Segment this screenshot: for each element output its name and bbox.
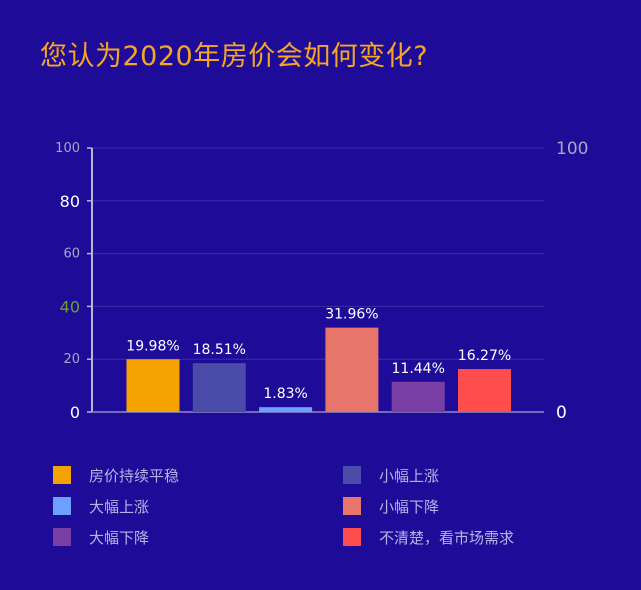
legend-swatch xyxy=(343,528,361,546)
bar xyxy=(259,407,313,412)
y-tick-label: 80 xyxy=(60,192,80,211)
right-axis-ticks: 0 100 xyxy=(556,139,588,423)
bar xyxy=(391,381,445,412)
bar xyxy=(192,363,246,412)
y-tick-label: 100 xyxy=(55,141,80,156)
legend-swatch xyxy=(343,497,361,515)
legend: 房价持续平稳 小幅上涨大幅上涨 小幅下降大幅下降 不清楚，看市场需求 xyxy=(53,460,613,560)
y-tick-label: 60 xyxy=(63,247,80,262)
legend-item: 小幅上涨 xyxy=(343,460,439,490)
legend-item: 不清楚，看市场需求 xyxy=(343,522,514,552)
bars xyxy=(126,327,511,412)
bar xyxy=(458,369,511,412)
data-label: 31.96% xyxy=(325,307,378,323)
legend-swatch xyxy=(343,466,361,484)
data-label: 19.98% xyxy=(126,338,179,354)
legend-item: 大幅上涨 xyxy=(53,491,149,521)
legend-label: 小幅下降 xyxy=(379,497,440,516)
chart-title: 您认为2020年房价会如何变化? xyxy=(40,41,429,72)
y-axis-ticks: 0 20 40 60 80 100 xyxy=(55,141,92,422)
bar-chart: 0 20 40 60 80 100 0 100 19.98% 18.51% 1.83% 31.96… xyxy=(55,139,588,423)
legend-label: 小幅上涨 xyxy=(379,466,440,485)
legend-label: 大幅下降 xyxy=(89,528,150,547)
y-tick-label: 40 xyxy=(60,297,80,316)
legend-label: 不清楚，看市场需求 xyxy=(379,528,515,547)
data-label: 16.27% xyxy=(458,348,511,364)
bar xyxy=(325,327,379,412)
data-label: 18.51% xyxy=(193,342,246,358)
legend-label: 大幅上涨 xyxy=(89,497,150,516)
right-y-tick-label: 0 xyxy=(556,403,567,423)
data-labels: 19.98% 18.51% 1.83% 31.96% 11.44% 16.27% xyxy=(126,307,511,403)
data-label: 11.44% xyxy=(392,361,445,377)
bar xyxy=(126,359,180,412)
gridlines xyxy=(92,147,544,360)
legend-item: 房价持续平稳 xyxy=(53,460,179,490)
legend-item: 小幅下降 xyxy=(343,491,439,521)
legend-swatch xyxy=(53,466,71,484)
data-label: 1.83% xyxy=(263,386,307,402)
legend-swatch xyxy=(53,528,71,546)
legend-label: 房价持续平稳 xyxy=(89,466,180,485)
y-tick-label: 20 xyxy=(63,352,80,367)
legend-item: 大幅下降 xyxy=(53,522,149,552)
right-y-tick-label: 100 xyxy=(556,139,588,159)
legend-swatch xyxy=(53,497,71,515)
y-tick-label: 0 xyxy=(70,403,80,422)
